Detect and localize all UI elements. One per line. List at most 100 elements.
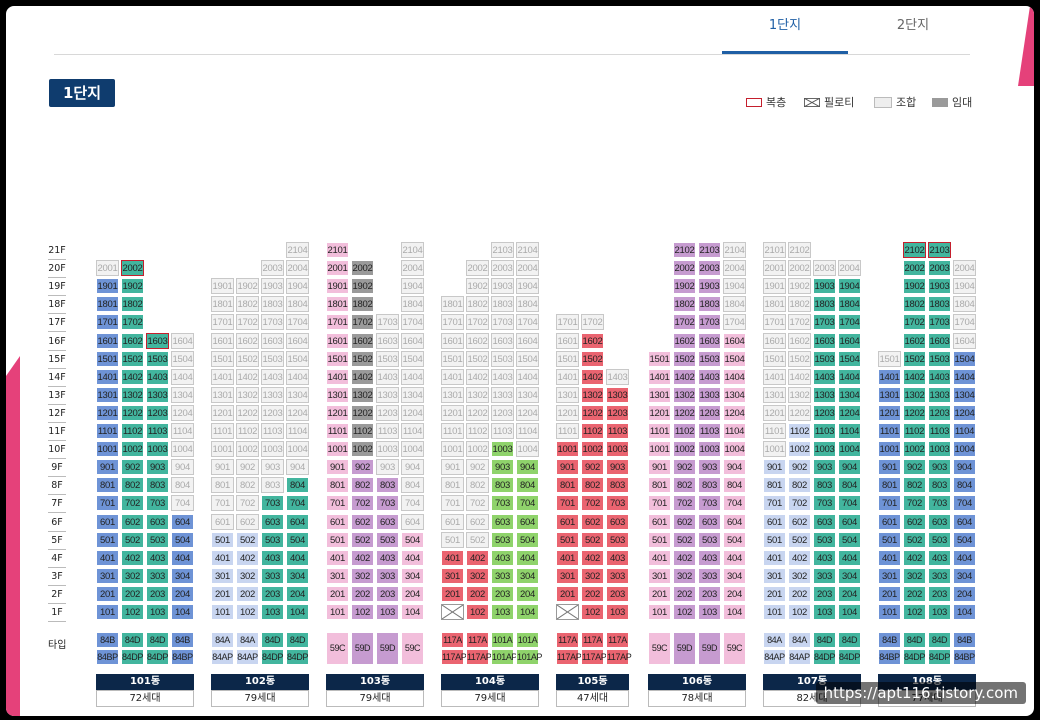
unit-cell[interactable]: 304 — [286, 567, 309, 584]
unit-cell[interactable]: 1502 — [788, 350, 811, 367]
unit-cell[interactable]: 303 — [928, 567, 951, 584]
unit-cell[interactable]: 601 — [326, 513, 349, 530]
unit-cell[interactable]: 1402 — [466, 368, 489, 385]
unit-cell[interactable]: 103 — [491, 604, 514, 620]
unit-cell[interactable]: 503 — [376, 531, 399, 548]
unit-cell[interactable]: 1502 — [581, 350, 604, 367]
unit-cell[interactable]: 902 — [236, 459, 259, 476]
unit-cell[interactable]: 404 — [401, 549, 424, 566]
unit-cell[interactable]: 101 — [96, 604, 119, 620]
unit-cell[interactable]: 1003 — [491, 441, 514, 458]
unit-cell[interactable]: 1102 — [466, 423, 489, 439]
unit-cell[interactable]: 502 — [581, 531, 604, 548]
unit-cell[interactable]: 904 — [516, 459, 539, 476]
tab-complex-2[interactable]: 2단지 — [896, 18, 930, 33]
unit-cell[interactable]: 902 — [121, 459, 144, 476]
unit-cell[interactable]: 1303 — [491, 386, 514, 403]
unit-cell[interactable]: 301 — [211, 567, 234, 584]
unit-cell[interactable]: 1304 — [401, 386, 424, 403]
unit-cell[interactable]: 1603 — [146, 332, 169, 349]
unit-cell[interactable]: 901 — [96, 459, 119, 476]
building-name[interactable]: 106동 — [648, 674, 746, 690]
unit-cell[interactable]: 1902 — [236, 278, 259, 295]
unit-cell[interactable]: 201 — [96, 585, 119, 602]
unit-cell[interactable]: 104 — [953, 604, 976, 620]
unit-cell[interactable]: 803 — [261, 477, 284, 494]
unit-cell[interactable]: 2001 — [763, 260, 786, 277]
piloti-cell[interactable] — [556, 604, 579, 620]
unit-cell[interactable]: 1201 — [96, 404, 119, 421]
unit-cell[interactable]: 1304 — [516, 386, 539, 403]
unit-cell[interactable]: 1401 — [763, 368, 786, 385]
unit-cell[interactable]: 804 — [953, 477, 976, 494]
unit-cell[interactable]: 401 — [326, 549, 349, 566]
unit-cell[interactable]: 403 — [146, 549, 169, 566]
unit-cell[interactable]: 1004 — [516, 441, 539, 458]
unit-cell[interactable]: 703 — [928, 495, 951, 512]
unit-cell[interactable]: 401 — [211, 549, 234, 566]
unit-cell[interactable]: 403 — [928, 549, 951, 566]
unit-cell[interactable]: 502 — [466, 531, 489, 548]
unit-cell[interactable]: 803 — [146, 477, 169, 494]
unit-cell[interactable]: 602 — [466, 513, 489, 530]
unit-cell[interactable]: 1601 — [211, 332, 234, 349]
unit-cell[interactable]: 1201 — [878, 404, 901, 421]
unit-cell[interactable]: 1102 — [673, 423, 696, 439]
unit-cell[interactable]: 701 — [96, 495, 119, 512]
unit-cell[interactable]: 601 — [878, 513, 901, 530]
unit-cell[interactable]: 2004 — [953, 260, 976, 277]
unit-cell[interactable]: 1702 — [466, 314, 489, 331]
unit-cell[interactable]: 1604 — [723, 332, 746, 349]
unit-cell[interactable]: 304 — [516, 567, 539, 584]
unit-cell[interactable]: 1702 — [903, 314, 926, 331]
unit-cell[interactable]: 802 — [903, 477, 926, 494]
unit-cell[interactable]: 1003 — [261, 441, 284, 458]
unit-cell[interactable]: 1102 — [121, 423, 144, 439]
unit-cell[interactable]: 1704 — [723, 314, 746, 331]
unit-cell[interactable]: 2101 — [763, 242, 786, 258]
unit-cell[interactable]: 404 — [723, 549, 746, 566]
building-name[interactable]: 101동 — [96, 674, 194, 690]
unit-cell[interactable]: 1701 — [441, 314, 464, 331]
unit-cell[interactable]: 603 — [491, 513, 514, 530]
unit-cell[interactable]: 403 — [698, 549, 721, 566]
unit-cell[interactable]: 904 — [838, 459, 861, 476]
unit-cell[interactable]: 1904 — [286, 278, 309, 295]
unit-cell[interactable]: 1903 — [491, 278, 514, 295]
unit-cell[interactable]: 1103 — [376, 423, 399, 439]
unit-cell[interactable]: 1702 — [351, 314, 374, 331]
unit-cell[interactable]: 1001 — [878, 441, 901, 458]
unit-cell[interactable]: 1704 — [838, 314, 861, 331]
unit-cell[interactable]: 501 — [326, 531, 349, 548]
unit-cell[interactable]: 902 — [788, 459, 811, 476]
unit-cell[interactable]: 1201 — [648, 404, 671, 421]
unit-cell[interactable]: 1803 — [491, 296, 514, 313]
unit-cell[interactable]: 1304 — [838, 386, 861, 403]
unit-cell[interactable]: 1002 — [673, 441, 696, 458]
unit-cell[interactable]: 704 — [286, 495, 309, 512]
unit-cell[interactable]: 1404 — [171, 368, 194, 385]
unit-cell[interactable]: 402 — [673, 549, 696, 566]
unit-cell[interactable]: 1804 — [723, 296, 746, 313]
unit-cell[interactable]: 301 — [441, 567, 464, 584]
unit-cell[interactable]: 1204 — [838, 404, 861, 421]
unit-cell[interactable]: 1203 — [606, 404, 629, 421]
unit-cell[interactable]: 901 — [556, 459, 579, 476]
unit-cell[interactable]: 404 — [838, 549, 861, 566]
unit-cell[interactable]: 102 — [121, 604, 144, 620]
unit-cell[interactable]: 304 — [953, 567, 976, 584]
unit-cell[interactable]: 1801 — [96, 296, 119, 313]
unit-cell[interactable]: 1404 — [401, 368, 424, 385]
building-name[interactable]: 104동 — [441, 674, 539, 690]
unit-cell[interactable]: 1702 — [581, 314, 604, 331]
unit-cell[interactable]: 203 — [376, 585, 399, 602]
unit-cell[interactable]: 702 — [788, 495, 811, 512]
unit-cell[interactable]: 704 — [171, 495, 194, 512]
unit-cell[interactable]: 1504 — [953, 350, 976, 367]
unit-cell[interactable]: 603 — [606, 513, 629, 530]
unit-cell[interactable]: 2102 — [903, 242, 926, 258]
unit-cell[interactable]: 702 — [351, 495, 374, 512]
unit-cell[interactable]: 1002 — [788, 441, 811, 458]
unit-cell[interactable]: 1902 — [121, 278, 144, 295]
unit-cell[interactable]: 104 — [401, 604, 424, 620]
